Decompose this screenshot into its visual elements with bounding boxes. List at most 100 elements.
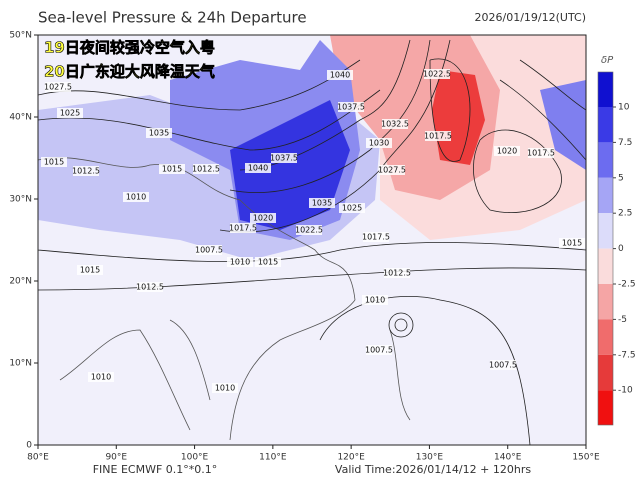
x-tick-label: 80°E bbox=[27, 453, 49, 463]
contour-label-bg bbox=[271, 153, 297, 163]
contour-label: 1027.5 bbox=[378, 166, 406, 175]
colorbar-segment bbox=[598, 177, 613, 214]
contour-label: 1017.5 bbox=[424, 132, 452, 141]
contour-label-bg bbox=[193, 164, 219, 174]
contour-label: 1012.5 bbox=[136, 283, 164, 292]
y-tick-label: 30°N bbox=[9, 195, 32, 205]
contour-label: 1037.5 bbox=[337, 103, 365, 112]
contour-label-bg bbox=[327, 70, 353, 80]
colorbar-tick-label: -10 bbox=[618, 386, 633, 396]
colorbar: 10 7.5 5 2.5 0 -2.5 -5 -7.5 -10 δP bbox=[597, 55, 636, 426]
overlay-line: 20日广东迎大风降温天气 bbox=[44, 63, 215, 81]
x-tick-label: 100°E bbox=[181, 453, 209, 463]
coastline bbox=[38, 157, 356, 441]
contour-label-bg bbox=[366, 345, 392, 355]
contour-label-bg bbox=[73, 166, 99, 176]
strong-negative-anomaly bbox=[230, 100, 350, 230]
contour-label-bg bbox=[559, 238, 585, 248]
x-tick-label: 90°E bbox=[105, 453, 127, 463]
colorbar-tick-label: 2.5 bbox=[618, 209, 632, 219]
colorbar-segment bbox=[598, 213, 613, 249]
x-tick-label: 130°E bbox=[416, 453, 444, 463]
contour-label: 1022.5 bbox=[423, 70, 451, 79]
colorbar-segment bbox=[598, 354, 613, 391]
contour-label: 1025 bbox=[342, 204, 362, 213]
colorbar-label: δP bbox=[601, 55, 614, 66]
colorbar-segment bbox=[598, 248, 613, 284]
contour-label-bg bbox=[255, 257, 281, 267]
model-label: FINE ECMWF 0.1°*0.1° bbox=[93, 463, 218, 476]
contour-label-bg bbox=[338, 102, 364, 112]
contour-label: 1017.5 bbox=[229, 224, 257, 233]
contour-label: 1010 bbox=[215, 384, 235, 393]
contour-label-bg bbox=[384, 268, 410, 278]
contour-label: 1040 bbox=[248, 164, 268, 173]
contour-label: 1010 bbox=[126, 193, 146, 202]
contour-label: 1012.5 bbox=[383, 269, 411, 278]
contour-label: 1015 bbox=[162, 165, 182, 174]
contour-label-bg bbox=[366, 138, 392, 148]
contour-label-bg bbox=[362, 295, 388, 305]
contour-label: 1035 bbox=[149, 129, 169, 138]
contour-label-bg bbox=[425, 131, 451, 141]
colorbar-segment bbox=[598, 72, 613, 107]
contour-label-bg bbox=[146, 128, 172, 138]
colorbar-segment bbox=[598, 284, 613, 320]
contour-label-bg bbox=[159, 164, 185, 174]
contour-label: 1010 bbox=[365, 296, 385, 305]
contour-label: 1017.5 bbox=[362, 233, 390, 242]
y-tick-label: 20°N bbox=[9, 277, 32, 287]
coastline bbox=[59, 319, 411, 431]
y-tick-label: 10°N bbox=[9, 359, 32, 369]
contour-label: 1010 bbox=[230, 258, 250, 267]
title: Sea-level Pressure & 24h Departure bbox=[38, 9, 307, 27]
contour-label-bg bbox=[490, 360, 516, 370]
contour-label: 1015 bbox=[562, 239, 582, 248]
map-field: 1027.51025103510151012.510151012.5104010… bbox=[38, 35, 586, 445]
strong-positive-anomaly bbox=[432, 70, 485, 165]
contour-label: 1020 bbox=[497, 147, 517, 156]
contour-label: 1007.5 bbox=[365, 346, 393, 355]
contour-label: 1027.5 bbox=[44, 83, 72, 92]
contour-label-bg bbox=[309, 198, 335, 208]
contour-label: 1020 bbox=[253, 214, 273, 223]
colorbar-tick-label: 5 bbox=[618, 173, 624, 183]
contour-label-bg bbox=[88, 372, 114, 382]
contour-label-bg bbox=[196, 245, 222, 255]
contour-label-bg bbox=[528, 148, 554, 158]
contour-label: 1035 bbox=[312, 199, 332, 208]
contour-label-bg bbox=[245, 163, 271, 173]
x-tick-label: 110°E bbox=[259, 453, 287, 463]
contour-label: 1025 bbox=[60, 109, 80, 118]
contour-label-bg bbox=[296, 225, 322, 235]
contour-label: 1037.5 bbox=[270, 154, 298, 163]
contour-label-bg bbox=[45, 82, 71, 92]
contour-label: 1010 bbox=[91, 373, 111, 382]
x-tick-label: 140°E bbox=[494, 453, 522, 463]
colorbar-segment bbox=[598, 142, 613, 178]
issue-time: 2026/01/19/12(UTC) bbox=[475, 11, 587, 24]
contour-labels: 1027.51025103510151012.510151012.5104010… bbox=[41, 69, 585, 393]
map-frame bbox=[37, 34, 587, 446]
contour-label: 1017.5 bbox=[527, 149, 555, 158]
x-tick-label: 150°E bbox=[572, 453, 600, 463]
colorbar-segment bbox=[598, 107, 613, 143]
x-tick-label: 120°E bbox=[337, 453, 365, 463]
contour-label: 1032.5 bbox=[381, 120, 409, 129]
contour-label-bg bbox=[227, 257, 253, 267]
y-tick-label: 50°N bbox=[9, 31, 32, 41]
contour-label-bg bbox=[41, 157, 67, 167]
colorbar-tick-label: 10 bbox=[618, 103, 630, 113]
colorbar-tick-label: 7.5 bbox=[618, 138, 632, 148]
axes: 80°E 90°E 100°E 110°E 120°E 130°E 140°E 150°E 0 1… bbox=[9, 31, 600, 463]
colorbar-tick-label: -2.5 bbox=[618, 280, 636, 290]
contour-label: 1007.5 bbox=[195, 246, 223, 255]
y-tick-label: 0 bbox=[26, 441, 32, 451]
colorbar-segment bbox=[598, 390, 613, 425]
contour-label: 1022.5 bbox=[295, 226, 323, 235]
contour-label-bg bbox=[339, 203, 365, 213]
contour-label-bg bbox=[363, 232, 389, 242]
contour-label-bg bbox=[57, 108, 83, 118]
valid-time: Valid Time:2026/01/14/12 + 120hrs bbox=[335, 463, 531, 476]
